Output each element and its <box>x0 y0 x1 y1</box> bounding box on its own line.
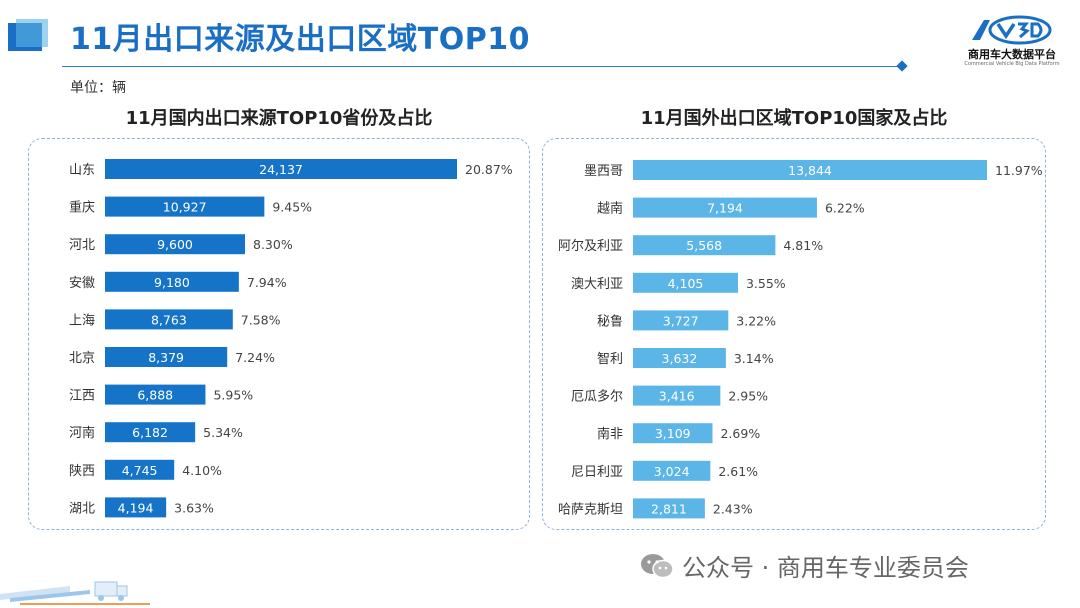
domestic-bar <box>105 459 175 480</box>
page-title: 11月出口来源及出口区域TOP10 <box>70 22 530 57</box>
wechat-icon <box>641 553 674 578</box>
foreign-value-label: 3,727 <box>663 313 699 328</box>
foreign-share-label: 2.61% <box>718 464 758 479</box>
domestic-bar <box>105 309 233 330</box>
foreign-bar <box>633 460 711 481</box>
foreign-value-label: 7,194 <box>707 201 743 216</box>
domestic-category-label: 河南 <box>69 425 95 441</box>
logo-text: 商用车大数据平台 <box>968 48 1056 61</box>
logo-subtitle: Commercial Vehicle Big Data Platform <box>964 61 1060 67</box>
foreign-category-label: 墨西哥 <box>584 164 623 179</box>
title-divider <box>62 66 902 67</box>
domestic-value-label: 8,763 <box>151 312 187 327</box>
foreign-category-label: 阿尔及利亚 <box>558 239 623 254</box>
platform-logo: 商用车大数据平台 Commercial Vehicle Big Data Pla… <box>958 12 1066 72</box>
foreign-bar <box>633 385 721 406</box>
domestic-share-label: 7.58% <box>241 312 281 327</box>
domestic-value-label: 10,927 <box>163 200 207 215</box>
foreign-bar <box>633 272 738 293</box>
foreign-share-label: 2.43% <box>713 501 753 516</box>
domestic-value-label: 6,888 <box>137 388 173 403</box>
domestic-share-label: 20.87% <box>465 162 513 177</box>
domestic-category-label: 陕西 <box>69 464 95 479</box>
domestic-bar <box>105 497 167 518</box>
domestic-value-label: 6,182 <box>132 425 168 440</box>
domestic-category-label: 重庆 <box>69 200 95 216</box>
footer-text: 公众号 · 商用车专业委员会 <box>682 554 969 582</box>
domestic-value-label: 4,745 <box>122 463 158 478</box>
domestic-bar <box>105 347 228 367</box>
foreign-bar-chart: 墨西哥 13,844 11.97% 越南 7,194 6.22% 阿尔及利亚 5,568 4.8… <box>558 160 1043 519</box>
foreign-bar <box>633 498 705 519</box>
domestic-bar <box>105 271 239 292</box>
foreign-share-label: 11.97% <box>995 163 1043 178</box>
domestic-share-label: 8.30% <box>253 237 293 252</box>
foreign-share-label: 3.22% <box>736 313 776 328</box>
domestic-share-label: 5.34% <box>203 425 243 440</box>
unit-label: 单位：辆 <box>70 80 126 96</box>
domestic-share-label: 5.95% <box>213 388 253 403</box>
foreign-value-label: 4,105 <box>668 276 704 291</box>
foreign-value-label: 3,632 <box>662 351 698 366</box>
foreign-category-label: 秘鲁 <box>597 314 623 329</box>
domestic-value-label: 9,600 <box>157 237 193 252</box>
domestic-value-label: 9,180 <box>154 275 190 290</box>
foreign-share-label: 4.81% <box>783 238 823 253</box>
domestic-value-label: 8,379 <box>148 350 184 365</box>
domestic-share-label: 3.63% <box>174 500 214 515</box>
domestic-chart-title: 11月国内出口来源TOP10省份及占比 <box>125 108 433 129</box>
domestic-value-label: 4,194 <box>118 500 154 515</box>
foreign-share-label: 6.22% <box>825 201 865 216</box>
domestic-category-label: 上海 <box>69 313 95 328</box>
domestic-bar <box>105 159 457 179</box>
domestic-bar <box>105 234 246 255</box>
foreign-category-label: 越南 <box>597 201 623 217</box>
foreign-chart-title: 11月国外出口区域TOP10国家及占比 <box>640 108 948 129</box>
domestic-bar-chart: 山东 24,137 20.87% 重庆 10,927 9.45% 河北 9,600 8.30% 安… <box>69 159 513 518</box>
foreign-share-label: 3.55% <box>746 276 786 291</box>
foreign-value-label: 2,811 <box>651 501 687 516</box>
foreign-category-label: 智利 <box>597 352 623 367</box>
foreign-category-label: 澳大利亚 <box>571 276 623 292</box>
domestic-chart-panel: 山东 24,137 20.87% 重庆 10,927 9.45% 河北 9,600 8.30% 安… <box>28 138 530 530</box>
domestic-category-label: 江西 <box>69 389 95 404</box>
domestic-value-label: 24,137 <box>259 162 303 177</box>
foreign-value-label: 13,844 <box>788 163 832 178</box>
foreign-category-label: 尼日利亚 <box>571 465 623 480</box>
foreign-chart-panel: 墨西哥 13,844 11.97% 越南 7,194 6.22% 阿尔及利亚 5,568 4.8… <box>542 138 1046 530</box>
domestic-share-label: 7.94% <box>247 275 287 290</box>
domestic-share-label: 4.10% <box>182 463 222 478</box>
domestic-bar <box>105 384 206 405</box>
foreign-bar <box>633 423 713 444</box>
foreign-bar <box>633 160 987 180</box>
domestic-share-label: 9.45% <box>272 200 312 215</box>
foreign-bar <box>633 348 726 368</box>
truck-decoration-icon <box>0 581 150 605</box>
domestic-bar <box>105 422 196 443</box>
foreign-share-label: 2.95% <box>728 389 768 404</box>
foreign-value-label: 5,568 <box>686 238 722 253</box>
foreign-share-label: 3.14% <box>734 351 774 366</box>
foreign-bar <box>633 197 817 218</box>
foreign-bar <box>633 310 729 331</box>
foreign-category-label: 厄瓜多尔 <box>571 389 623 405</box>
domestic-category-label: 山东 <box>69 163 95 178</box>
footer-attribution: 公众号 · 商用车专业委员会 <box>640 548 969 583</box>
domestic-category-label: 北京 <box>69 351 95 366</box>
foreign-value-label: 3,416 <box>659 389 695 404</box>
foreign-value-label: 3,109 <box>655 426 691 441</box>
domestic-category-label: 安徽 <box>69 276 95 291</box>
foreign-share-label: 2.69% <box>720 426 760 441</box>
title-accent-icon <box>8 19 48 51</box>
domestic-share-label: 7.24% <box>235 350 275 365</box>
foreign-category-label: 南非 <box>597 426 623 442</box>
domestic-bar <box>105 196 265 217</box>
foreign-bar <box>633 235 776 256</box>
v3d-logo-icon <box>972 15 1052 45</box>
foreign-category-label: 哈萨克斯坦 <box>558 502 623 517</box>
domestic-category-label: 河北 <box>69 238 95 253</box>
domestic-category-label: 湖北 <box>69 501 95 516</box>
foreign-value-label: 3,024 <box>654 464 690 479</box>
divider-end-marker <box>896 60 908 72</box>
